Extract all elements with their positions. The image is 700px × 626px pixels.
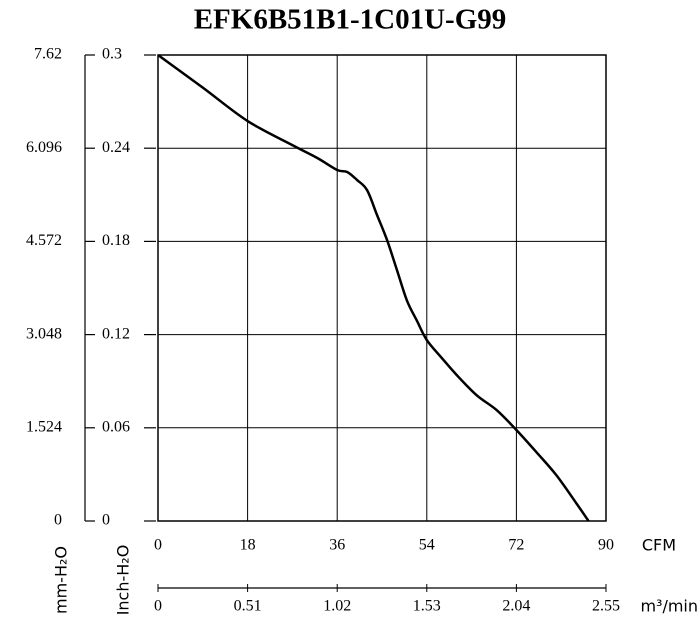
x2-tick-label: 2.04: [502, 598, 530, 615]
y2-tick-label: 7.62: [34, 46, 62, 63]
y2-tick-label: 0: [54, 512, 62, 529]
x-tick-label: 90: [598, 537, 614, 554]
x-tick-label: 0: [154, 537, 162, 554]
x-tick-label: 54: [419, 537, 435, 554]
y2-tick-label: 4.572: [26, 232, 62, 249]
y-axis-label: Inch-H₂O: [114, 545, 133, 616]
y2-tick-label: 3.048: [26, 325, 62, 342]
y-tick-label: 0: [102, 512, 110, 529]
y-tick-label: 0.3: [102, 46, 122, 63]
x-tick-label: 72: [508, 537, 524, 554]
x-axis-label: CFM: [642, 536, 676, 555]
y2-tick-label: 6.096: [26, 139, 62, 156]
curve: [157, 53, 590, 522]
x2-tick-label: 2.55: [592, 598, 620, 615]
x2-tick-label: 0: [154, 598, 162, 615]
chart-title: EFK6B51B1-1C01U-G99: [194, 4, 507, 36]
x2-tick-label: 1.02: [323, 598, 351, 615]
plot-frame: [157, 54, 607, 522]
x2-tick-label: 1.53: [413, 598, 441, 615]
y-tick-label: 0.24: [102, 139, 130, 156]
y2-axis-label: mm-H₂O: [52, 546, 71, 614]
x2-tick-label: 0.51: [234, 598, 262, 615]
x2-axis-label: m³/min: [640, 597, 698, 616]
y2-tick-label: 1.524: [26, 418, 62, 435]
y-tick-label: 0.12: [102, 325, 130, 342]
y-tick-label: 0.18: [102, 232, 130, 249]
y-tick-label: 0.06: [102, 418, 130, 435]
x-tick-label: 18: [240, 537, 256, 554]
x-tick-label: 36: [329, 537, 345, 554]
